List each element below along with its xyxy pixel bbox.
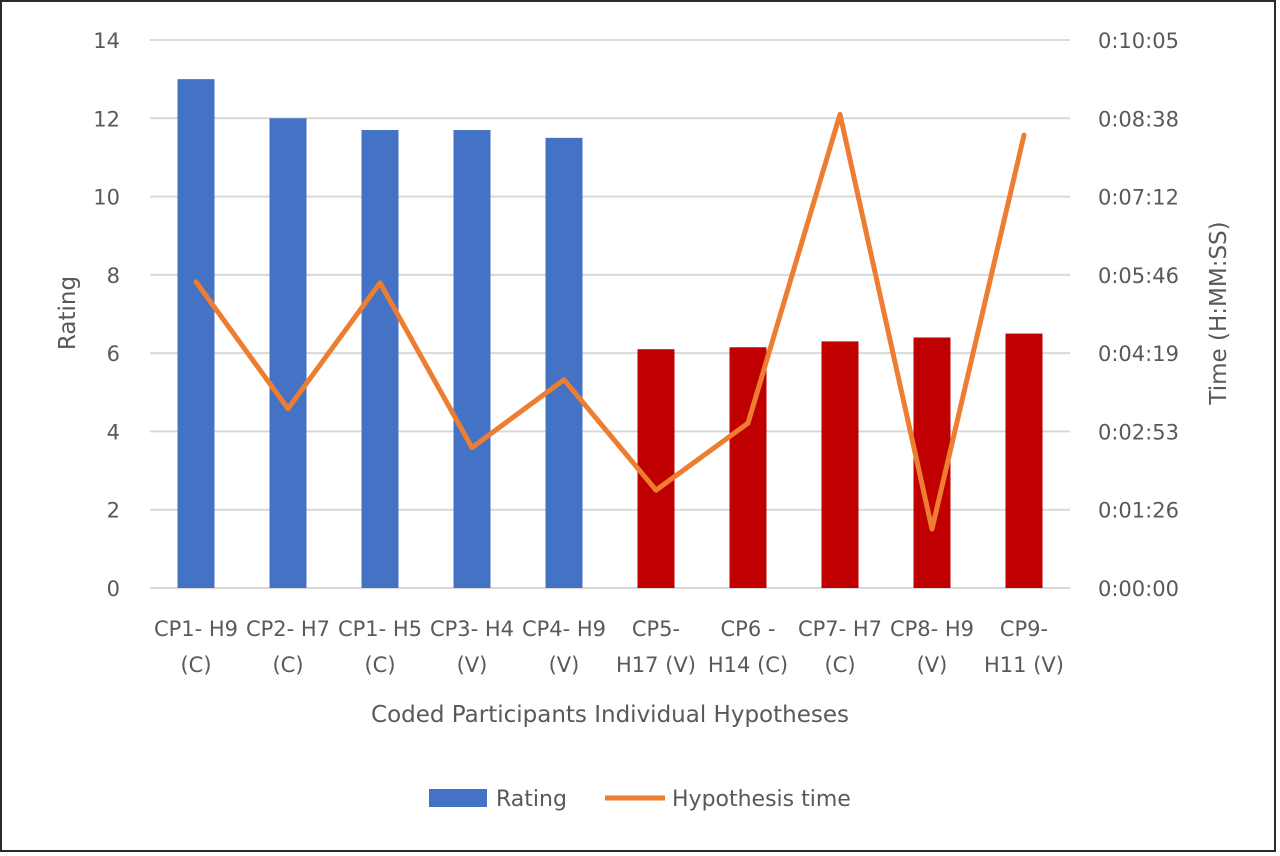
y2-tick-label: 0:08:38 bbox=[1098, 107, 1179, 131]
y2-tick-label: 0:05:46 bbox=[1098, 264, 1179, 288]
y-tick-label: 0 bbox=[107, 577, 120, 601]
y2-tick-label: 0:02:53 bbox=[1098, 420, 1179, 444]
y2-tick-label: 0:01:26 bbox=[1098, 499, 1179, 523]
x-tick-label: CP3- H4 (V) bbox=[430, 617, 514, 677]
x-tick-label: CP8- H9 (V) bbox=[890, 617, 974, 677]
bar bbox=[453, 130, 491, 588]
x-tick-label: CP1- H5 (C) bbox=[338, 617, 422, 677]
bar bbox=[545, 137, 583, 588]
bar bbox=[361, 130, 399, 588]
y2-tick-label: 0:07:12 bbox=[1098, 186, 1179, 210]
y-tick-label: 8 bbox=[107, 264, 120, 288]
legend-label-rating: Rating bbox=[496, 787, 567, 812]
legend-label-hypothesis-time: Hypothesis time bbox=[672, 787, 851, 812]
bar-series-rating bbox=[177, 79, 1043, 589]
y2-tick-label: 0:00:00 bbox=[1098, 577, 1179, 601]
x-tick-label: CP9-H11 (V) bbox=[984, 617, 1064, 677]
y-tick-label: 6 bbox=[107, 342, 120, 366]
bar bbox=[1005, 333, 1043, 588]
x-tick-label: CP5-H17 (V) bbox=[616, 617, 696, 677]
y-tick-label: 14 bbox=[93, 29, 120, 53]
y2-tick-label: 0:10:05 bbox=[1098, 29, 1179, 53]
y-tick-label: 4 bbox=[107, 420, 120, 444]
legend-swatch-rating bbox=[429, 789, 487, 807]
bar bbox=[269, 118, 307, 589]
y-axis-left-ticks: 0 2 4 6 8 10 12 14 bbox=[93, 29, 120, 601]
bar bbox=[637, 349, 675, 588]
x-tick-label: CP2- H7 (C) bbox=[246, 617, 330, 677]
x-tick-label: CP6 -H14 (C) bbox=[708, 617, 788, 677]
y-tick-label: 2 bbox=[107, 499, 120, 523]
bar bbox=[821, 341, 859, 588]
y-tick-label: 12 bbox=[93, 107, 120, 131]
line-series-hypothesis-time bbox=[193, 111, 1027, 532]
x-tick-label: CP1- H9 (C) bbox=[154, 617, 238, 677]
line-path bbox=[193, 111, 1027, 532]
x-tick-label: CP4- H9 (V) bbox=[522, 617, 606, 677]
y2-tick-label: 0:04:19 bbox=[1098, 342, 1179, 366]
y-tick-label: 10 bbox=[93, 186, 120, 210]
x-axis-title: Coded Participants Individual Hypotheses bbox=[371, 702, 849, 728]
x-tick-label: CP7- H7 (C) bbox=[798, 617, 882, 677]
y-axis-right-title: Time (H:MM:SS) bbox=[1206, 221, 1232, 405]
bar bbox=[177, 79, 215, 589]
x-axis-ticks: CP1- H9 (C)CP2- H7 (C)CP1- H5 (C)CP3- H4 (V)… bbox=[154, 617, 1064, 677]
legend: Rating Hypothesis time bbox=[429, 787, 851, 812]
y-axis-left-title: Rating bbox=[55, 276, 81, 350]
y-axis-right-ticks: 0:00:00 0:01:26 0:02:53 0:04:19 0:05:46 0:07:… bbox=[1098, 29, 1179, 601]
